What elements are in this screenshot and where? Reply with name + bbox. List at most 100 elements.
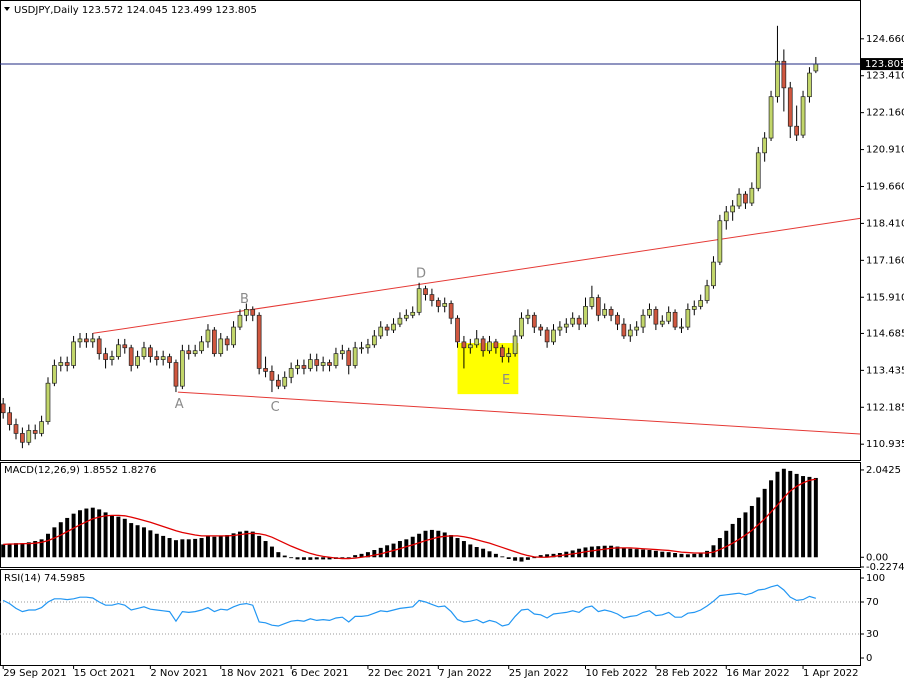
candle-body — [371, 335, 377, 346]
macd-bar — [647, 550, 652, 558]
macd-bar — [493, 553, 498, 558]
y-tick-label: 70 — [866, 597, 879, 608]
y-tick-label: 124.660 — [866, 34, 904, 45]
candle-body — [96, 338, 102, 355]
macd-bar — [122, 518, 127, 558]
x-tick-label: 25 Jan 2022 — [509, 668, 569, 679]
candle-body — [0, 403, 6, 414]
macd-bar — [596, 546, 601, 558]
macd-bar — [589, 546, 594, 558]
candle-body — [154, 356, 160, 360]
candle-body — [787, 87, 793, 127]
x-tick-label: 16 Mar 2022 — [726, 668, 789, 679]
candle-body — [346, 350, 352, 366]
x-tick-label: 22 Dec 2021 — [368, 668, 432, 679]
candle-body — [602, 309, 608, 316]
macd-bar — [97, 509, 102, 558]
candle-body — [723, 211, 729, 222]
macd-title: MACD(12,26,9) — [4, 465, 80, 476]
macd-bar — [135, 525, 140, 558]
candle-body — [352, 347, 358, 366]
menu-icon[interactable] — [4, 7, 10, 11]
x-tick-label: 7 Jan 2022 — [438, 668, 492, 679]
macd-bar — [141, 527, 146, 558]
macd-bar — [781, 468, 786, 558]
candle-body — [167, 356, 172, 363]
macd-bar — [148, 530, 153, 558]
candle-body — [282, 376, 288, 387]
candle-body — [32, 430, 38, 434]
candle-body — [736, 193, 742, 207]
candle-body — [122, 344, 128, 349]
macd-bar — [442, 532, 447, 558]
candle-body — [116, 344, 121, 357]
macd-bar — [237, 531, 242, 558]
candle-body — [781, 60, 787, 89]
candle-body — [391, 323, 396, 331]
macd-bar — [749, 505, 754, 558]
macd-bar — [231, 533, 236, 558]
macd-bar — [193, 538, 198, 558]
candle-body — [250, 309, 256, 316]
macd-bar — [90, 507, 95, 558]
rsi-header: RSI(14) 74.5985 — [4, 573, 85, 584]
macd-bar — [519, 557, 524, 562]
trendline — [93, 217, 861, 334]
macd-bar — [7, 543, 12, 558]
y-tick-label: 117.160 — [866, 255, 904, 266]
macd-bar — [429, 529, 434, 558]
macd-bar — [775, 471, 780, 558]
x-tick-label: 15 Oct 2021 — [74, 668, 136, 679]
candle-body — [647, 309, 652, 316]
macd-bar — [455, 538, 460, 558]
macd-bar — [186, 539, 191, 558]
candle-body — [333, 353, 339, 366]
macd-bar — [756, 497, 761, 558]
macd-bar — [276, 552, 281, 558]
open-value: 123.572 — [82, 5, 123, 16]
macd-bar — [109, 515, 114, 558]
candle-body — [90, 338, 96, 343]
macd-bar — [813, 477, 818, 558]
candle-body — [77, 338, 83, 343]
candle-body — [519, 317, 524, 337]
macd-bar — [410, 536, 415, 558]
macd-bar — [525, 557, 530, 560]
candle-body — [327, 362, 332, 366]
macd-bar — [205, 535, 210, 558]
candle-body — [39, 421, 44, 434]
candle-body — [148, 347, 153, 357]
candle-body — [749, 187, 755, 204]
candle-body — [576, 317, 582, 325]
macd-bar — [26, 542, 31, 558]
macd-bar — [289, 557, 294, 559]
price-label-box — [861, 58, 903, 71]
candle-body — [410, 311, 416, 316]
macd-bar — [641, 549, 646, 558]
trendline — [177, 391, 861, 435]
macd-bar — [250, 531, 255, 558]
candle-body — [199, 341, 204, 352]
macd-bar — [404, 539, 409, 558]
macd-bar — [52, 527, 57, 558]
macd-bar — [359, 553, 364, 558]
macd-bar — [154, 533, 159, 558]
macd-bar — [461, 541, 466, 558]
macd-bar — [506, 557, 511, 559]
macd-bar — [39, 539, 44, 558]
candle-body — [141, 347, 147, 357]
macd-bar — [609, 545, 614, 558]
macd-bar — [666, 552, 671, 558]
macd-bar — [346, 557, 351, 559]
macd-bar — [538, 555, 543, 558]
candle-body — [698, 300, 704, 307]
candle-body — [615, 314, 620, 325]
candle-body — [595, 297, 601, 316]
high-value: 124.045 — [126, 5, 167, 16]
candle-body — [429, 294, 435, 301]
macd-bar — [378, 547, 383, 558]
annotation: A — [175, 397, 184, 412]
candle-body — [653, 309, 659, 325]
candle-body — [755, 152, 761, 189]
